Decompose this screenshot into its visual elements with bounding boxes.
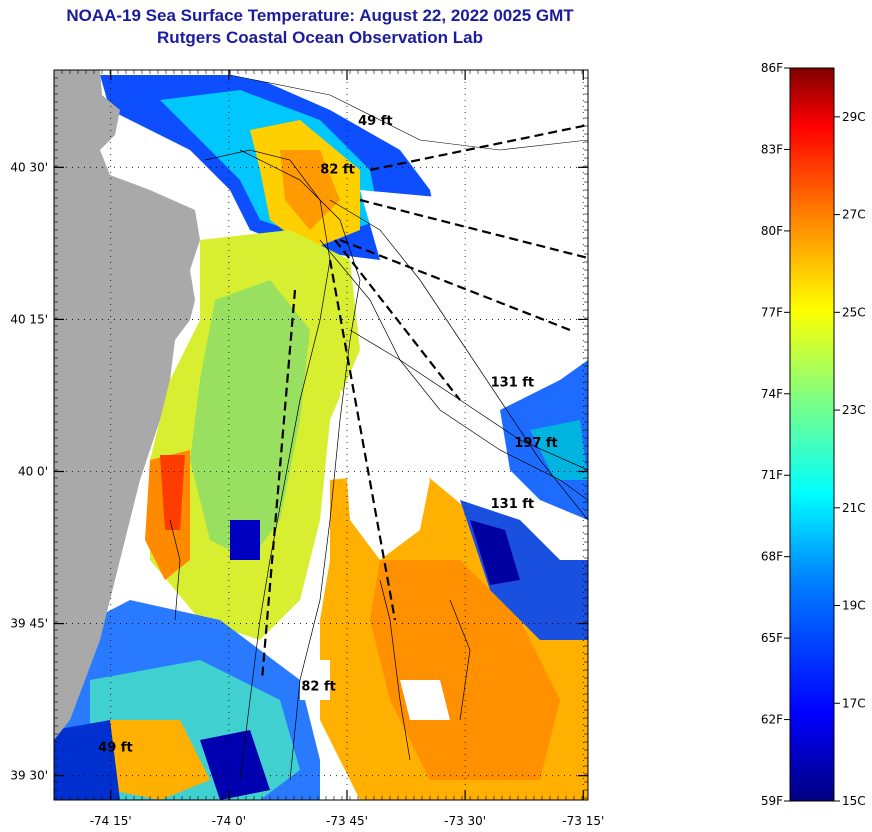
- lat-tick-label: 40 0': [18, 465, 48, 479]
- map-subtitle: Rutgers Coastal Ocean Observation Lab: [157, 28, 483, 47]
- colorbar-f-label: 77F: [761, 305, 783, 319]
- colorbar-f-label: 71F: [761, 468, 783, 482]
- lon-tick-label: -73 45': [326, 814, 368, 828]
- colorbar-f-label: 80F: [761, 224, 783, 238]
- lat-tick-label: 39 45': [10, 617, 48, 631]
- depth-label: 49 ft: [98, 740, 133, 755]
- depth-label: 49 ft: [358, 114, 393, 129]
- depth-label: 82 ft: [301, 680, 336, 695]
- colorbar-c-label: 15C: [842, 794, 866, 808]
- colorbar-f-label: 65F: [761, 631, 783, 645]
- depth-labels: 49 ft 82 ft 131 ft 197 ft 131 ft 82 ft 49 ft: [98, 114, 558, 756]
- colorbar-c-label: 25C: [842, 305, 866, 319]
- colorbar-c-label: 29C: [842, 110, 866, 124]
- lon-tick-label: -74 0': [212, 814, 246, 828]
- colorbar-c-label: 17C: [842, 696, 866, 710]
- map-ticks: 40 30' 40 15' 40 0' 39 45' 39 30' -74 15' -74 …: [10, 69, 604, 828]
- land-mass: [54, 70, 200, 740]
- shipping-lanes: [260, 123, 588, 681]
- depth-label: 82 ft: [320, 162, 355, 177]
- colorbar-c-label: 23C: [842, 403, 866, 417]
- colorbar-c-label: 21C: [842, 501, 866, 515]
- colorbar-c-label: 27C: [842, 208, 866, 222]
- depth-label: 197 ft: [514, 436, 558, 451]
- lon-tick-label: -73 15': [562, 814, 604, 828]
- colorbar-f-label: 86F: [761, 61, 783, 75]
- lon-tick-label: -73 30': [444, 814, 486, 828]
- colorbar: 86F 83F 80F 77F 74F 71F 68F 65F 62F 59F 29C 27C 25C 2…: [761, 61, 866, 808]
- map-panel: [54, 70, 588, 800]
- colorbar-c-label: 19C: [842, 599, 866, 613]
- lat-tick-label: 40 30': [10, 160, 48, 174]
- lat-tick-label: 40 15': [10, 312, 48, 326]
- depth-label: 131 ft: [491, 497, 535, 512]
- map-title: NOAA-19 Sea Surface Temperature: August …: [66, 6, 574, 25]
- lon-tick-label: -74 15': [90, 814, 132, 828]
- colorbar-ticks: 86F 83F 80F 77F 74F 71F 68F 65F 62F 59F 29C 27C 25C 2…: [761, 61, 866, 808]
- colorbar-f-label: 83F: [761, 142, 783, 156]
- colorbar-f-label: 62F: [761, 713, 783, 727]
- sst-field: [54, 75, 588, 800]
- depth-label: 131 ft: [491, 375, 535, 390]
- colorbar-f-label: 74F: [761, 387, 783, 401]
- long-island-shore: [229, 70, 588, 151]
- colorbar-f-label: 68F: [761, 550, 783, 564]
- colorbar-f-label: 59F: [761, 794, 783, 808]
- colorbar-gradient: [789, 67, 835, 802]
- bathymetry-contours: [169, 149, 588, 781]
- lat-tick-label: 39 30': [10, 769, 48, 783]
- map-frame: [53, 69, 589, 801]
